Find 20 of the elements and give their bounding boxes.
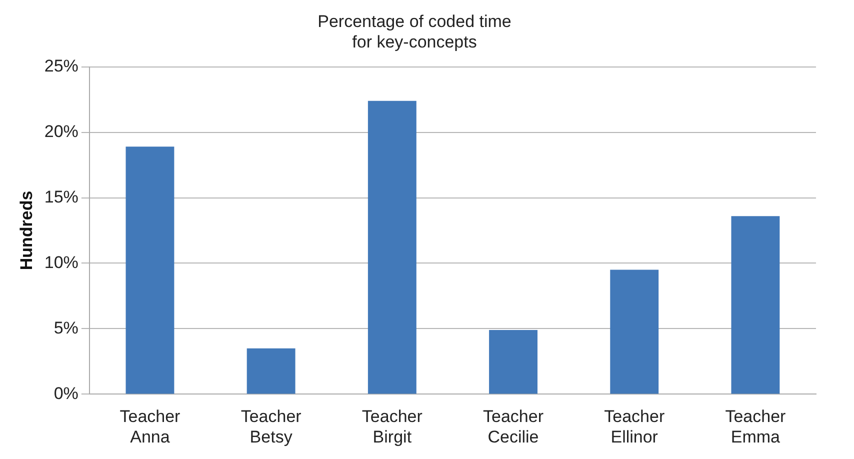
bar <box>731 216 780 394</box>
bar <box>489 330 538 394</box>
bar <box>246 348 296 394</box>
y-tick-label: 5% <box>54 318 78 338</box>
x-tick-label: Teacher Ellinor <box>604 407 665 446</box>
y-tick-label: 0% <box>54 384 78 403</box>
bar <box>368 100 416 394</box>
y-tick-label: 10% <box>44 252 78 272</box>
x-tick-label: Teacher Anna <box>120 407 181 446</box>
x-tick-label: Teacher Betsy <box>240 407 302 446</box>
x-tick-label: Teacher Cecilie <box>483 407 544 446</box>
y-tick-label: 25% <box>44 56 78 76</box>
y-axis-title: Hundreds <box>16 190 36 270</box>
bar <box>610 270 659 394</box>
chart-title: Percentage of coded time for key-concepts <box>318 12 512 52</box>
x-tick-label: Teacher Birgit <box>362 407 423 446</box>
x-tick-label: Teacher Emma <box>725 407 786 446</box>
bar <box>126 146 174 394</box>
y-tick-label: 20% <box>44 122 78 141</box>
y-tick-label: 15% <box>44 187 78 206</box>
